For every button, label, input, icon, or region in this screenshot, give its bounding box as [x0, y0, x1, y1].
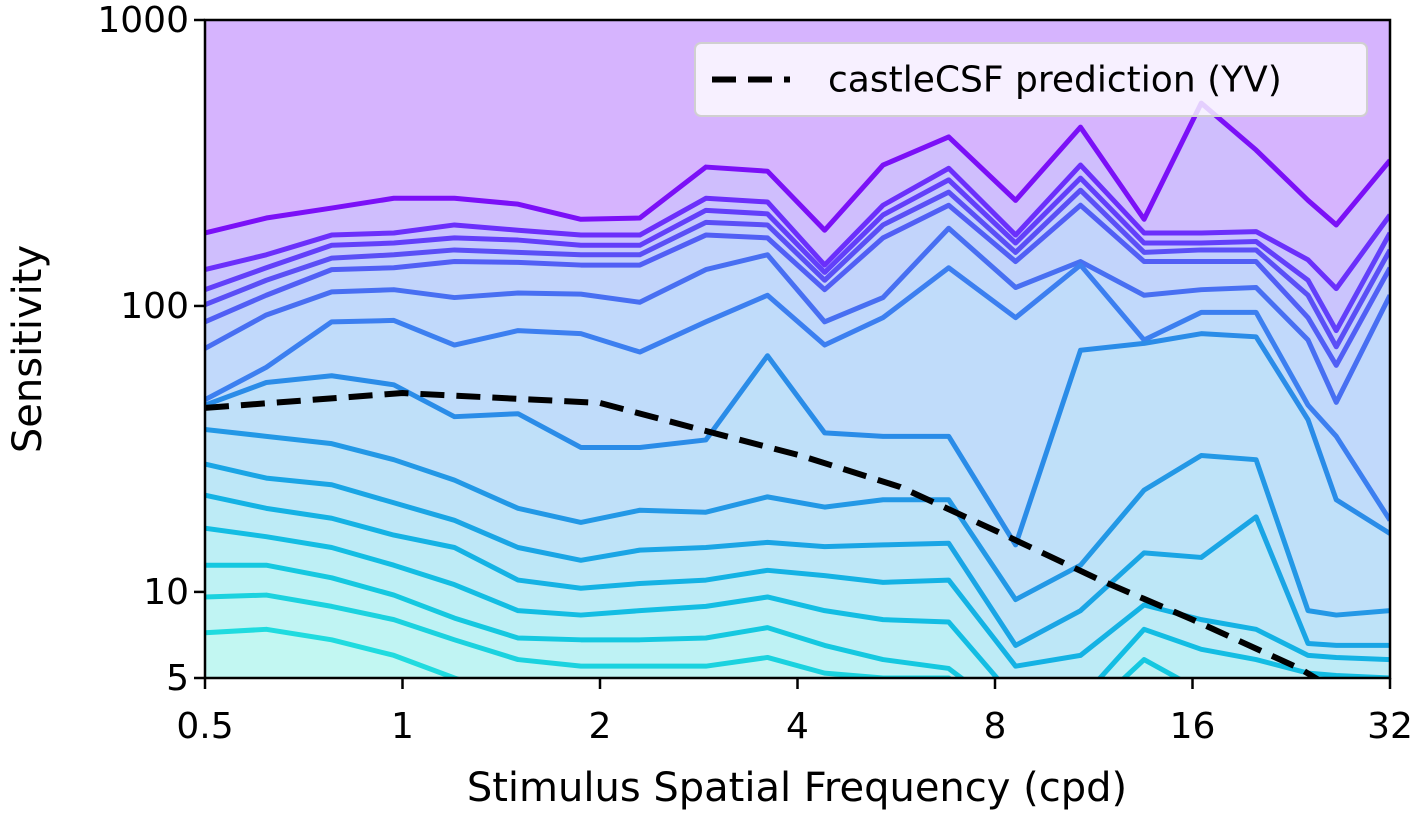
contour-line: [205, 262, 1390, 522]
x-tick-label: 1: [391, 706, 414, 747]
y-tick-label: 1000: [97, 0, 189, 41]
x-tick-label: 0.5: [176, 706, 233, 747]
contour-line: [205, 461, 1390, 648]
contour-line: [205, 592, 953, 678]
y-axis-label: Sensitivity: [5, 245, 51, 453]
contour-line: [205, 626, 463, 678]
contour-line: [205, 525, 1390, 678]
x-axis-label: Stimulus Spatial Frequency (cpd): [467, 765, 1127, 811]
contour-line: [205, 100, 1390, 236]
contour-line: [205, 331, 1390, 548]
x-tick-label: 32: [1367, 706, 1413, 747]
y-tick-label: 5: [166, 658, 189, 699]
y-tick-label: 100: [120, 286, 189, 327]
contour-line: [205, 225, 1390, 405]
x-tick-label: 4: [786, 706, 809, 747]
x-tick-label: 2: [589, 706, 612, 747]
contour-line: [205, 426, 1390, 618]
y-tick-label: 10: [143, 572, 189, 613]
plot-area: [205, 20, 1390, 678]
contour-line: [205, 562, 1183, 678]
contour-line: [205, 187, 1390, 350]
contour-line: [205, 492, 1390, 669]
x-tick-label: 8: [984, 706, 1007, 747]
contour-line: [205, 202, 1390, 368]
legend-label: castleCSF prediction (YV): [828, 60, 1282, 101]
contour-line: [205, 175, 1390, 334]
legend-box: [694, 42, 1368, 117]
reference-line: [205, 390, 1322, 678]
contour-line: [205, 162, 1390, 292]
x-tick-label: 16: [1170, 706, 1216, 747]
